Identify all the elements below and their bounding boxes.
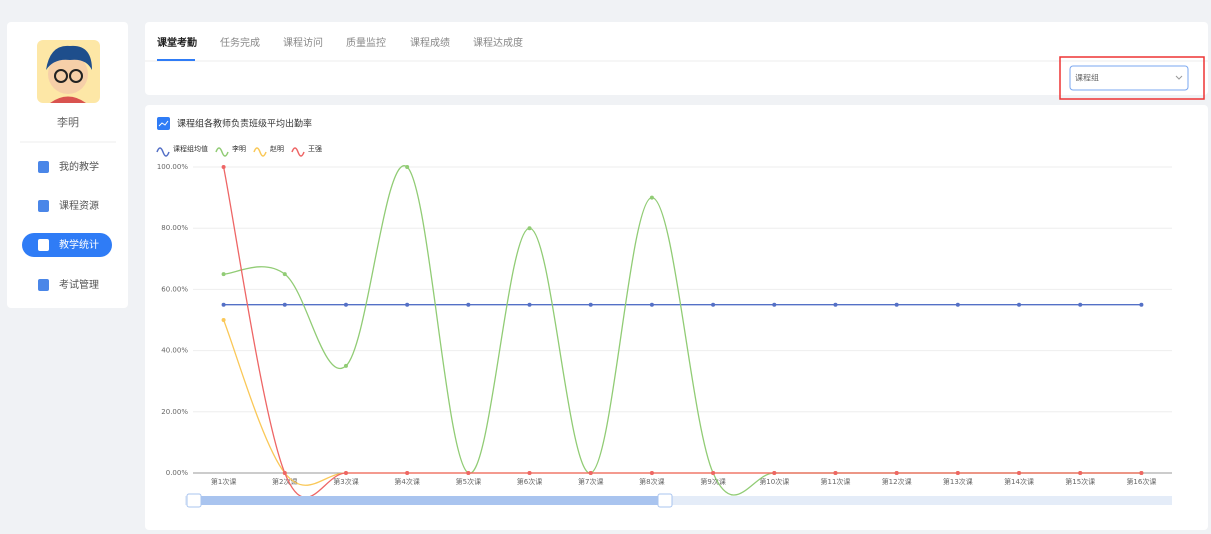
tab[interactable]: 课程访问 [283,36,323,49]
data-point [1139,302,1144,307]
x-tick-label: 第4次课 [394,477,419,486]
y-tick-label: 80.00% [161,224,188,232]
chart-icon-line [158,120,169,127]
data-point [405,471,410,475]
menu-item[interactable]: 考试管理 [59,278,99,291]
data-point [221,272,226,277]
y-tick-label: 100.00% [157,163,188,171]
menu-item[interactable]: 我的教学 [59,160,99,173]
menu-icon [38,279,49,291]
legend-label[interactable]: 课程组均值 [173,144,208,153]
data-point [649,195,654,200]
tab[interactable]: 课堂考勤 [157,36,197,49]
x-tick-label: 第9次课 [700,477,725,486]
data-point [527,226,532,231]
menu-icon [38,161,49,173]
x-tick-label: 第8次课 [639,477,664,486]
data-point [405,165,410,169]
x-tick-label: 第15次课 [1065,477,1095,486]
data-point [221,318,226,322]
x-tick-label: 第6次课 [517,477,542,486]
data-point [649,302,654,307]
data-point [833,302,838,307]
legend-label[interactable]: 李明 [232,144,246,153]
x-tick-label: 第10次课 [759,477,789,486]
x-tick-label: 第13次课 [943,477,973,486]
highlight-box [1059,56,1205,100]
chart-card [145,105,1208,530]
avatar [37,40,100,103]
x-tick-label: 第1次课 [211,477,236,486]
series-line [222,166,1142,499]
x-tick-label: 第14次课 [1004,477,1034,486]
data-point [955,471,960,475]
data-zoom [185,493,1172,508]
tab-underline [157,59,195,61]
menu-icon [38,200,49,212]
select-arrow [1175,75,1183,80]
legend-icon [253,147,267,157]
data-point [711,302,716,307]
x-tick-label: 第7次课 [578,477,603,486]
chart-title: 课程组各教师负责班级平均出勤率 [177,118,312,130]
data-point [833,471,838,475]
data-point [343,471,348,475]
data-point [894,302,899,307]
data-point [527,302,532,307]
y-tick-label: 60.00% [161,285,188,293]
menu-item[interactable]: 教学统计 [59,238,99,251]
data-point [649,471,654,475]
tab[interactable]: 课程成绩 [410,36,450,49]
data-point [282,471,287,475]
legend-label[interactable]: 赵明 [270,144,284,153]
y-tick-label: 0.00% [166,469,189,477]
data-point [343,302,348,307]
tab[interactable]: 任务完成 [220,36,260,49]
x-tick-label: 第11次课 [821,477,851,486]
data-point [955,302,960,307]
data-point [466,471,471,475]
data-point [221,302,226,307]
select-value: 课程组 [1075,73,1099,83]
data-point [405,302,410,307]
data-point [894,471,899,475]
data-point [1017,302,1022,307]
y-tick-label: 20.00% [161,408,188,416]
legend-icon [291,147,305,157]
menu-icon [38,239,49,251]
legend-icon [215,147,229,157]
tab[interactable]: 课程达成度 [473,36,523,49]
tab[interactable]: 质量监控 [346,36,386,49]
user-name: 李明 [57,115,79,129]
y-tick-label: 40.00% [161,347,188,355]
data-point [1139,471,1144,475]
data-point [282,272,287,277]
data-point [1078,302,1083,307]
data-point [772,471,777,475]
data-point [527,471,532,475]
course-select[interactable] [1069,65,1189,91]
data-point [282,302,287,307]
data-point [1017,471,1022,475]
data-point [588,302,593,307]
tab-card [145,22,1208,95]
data-point [466,302,471,307]
data-point [588,471,593,475]
x-tick-label: 第5次课 [456,477,481,486]
x-tick-label: 第3次课 [333,477,358,486]
data-point [343,363,348,368]
data-point [1078,471,1083,475]
x-tick-label: 第16次课 [1126,477,1156,486]
legend-icon [156,147,170,157]
menu-item[interactable]: 课程资源 [59,199,99,212]
data-point [772,302,777,307]
legend-label[interactable]: 王强 [308,145,322,153]
data-point [221,165,226,169]
x-tick-label: 第2次课 [272,477,297,486]
data-point [711,471,716,475]
x-tick-label: 第12次课 [882,477,912,486]
